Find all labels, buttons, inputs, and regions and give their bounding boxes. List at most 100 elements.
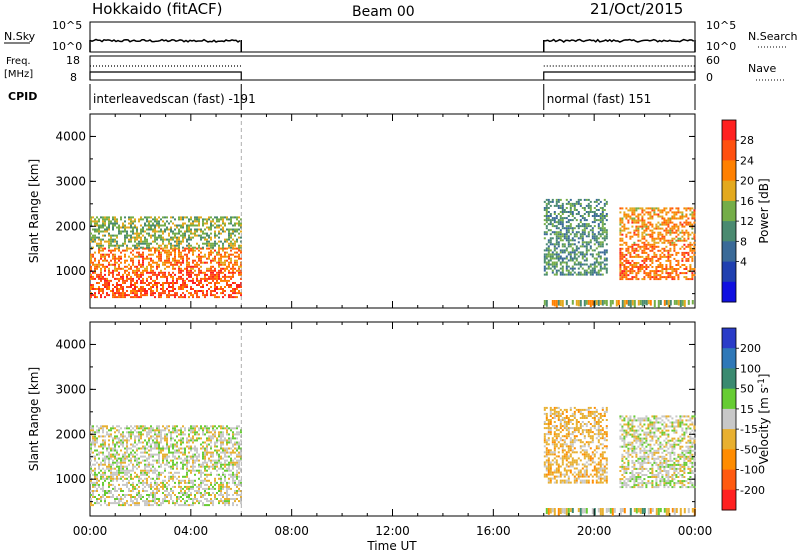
data-cell: [679, 248, 681, 250]
data-cell: [162, 286, 164, 288]
data-cell: [134, 290, 136, 292]
data-cell: [602, 221, 604, 223]
data-cell: [687, 278, 689, 280]
data-cell: [214, 278, 216, 280]
data-cell: [114, 431, 116, 433]
data-cell: [104, 494, 106, 496]
data-cell: [619, 232, 621, 234]
data-cell: [118, 439, 120, 441]
data-cell: [204, 452, 206, 454]
data-cell: [102, 448, 104, 450]
data-cell: [592, 272, 594, 274]
data-cell: [653, 232, 655, 234]
data-cell: [140, 292, 142, 294]
data-cell: [206, 444, 208, 446]
data-cell: [96, 268, 98, 270]
data-cell: [110, 454, 112, 456]
data-cell: [168, 492, 170, 494]
data-cell: [184, 427, 186, 429]
data-cell: [665, 211, 667, 213]
data-cell: [200, 262, 202, 264]
data-cell: [130, 227, 132, 229]
data-cell: [232, 460, 234, 462]
data-cell: [546, 225, 548, 227]
data-cell: [590, 209, 592, 211]
data-cell: [120, 245, 122, 247]
data-cell: [218, 262, 220, 264]
data-cell: [220, 433, 222, 435]
data-cell: [124, 474, 126, 476]
data-cell: [552, 199, 554, 201]
data-cell: [140, 272, 142, 274]
data-cell: [546, 209, 548, 211]
data-cell: [166, 464, 168, 466]
data-cell: [667, 211, 669, 213]
data-cell: [606, 251, 608, 253]
data-cell: [156, 286, 158, 288]
data-cell: [98, 292, 100, 294]
data-cell: [146, 218, 148, 220]
data-cell: [162, 482, 164, 484]
data-cell: [556, 270, 558, 272]
data-cell: [222, 276, 224, 278]
data-cell: [176, 239, 178, 241]
data-cell: [186, 241, 188, 243]
data-cell: [596, 266, 598, 268]
data-cell: [156, 437, 158, 439]
data-cell: [230, 294, 232, 296]
data-cell: [186, 227, 188, 229]
data-cell: [126, 446, 128, 448]
data-cell: [210, 227, 212, 229]
data-cell: [170, 245, 172, 247]
data-cell: [206, 427, 208, 429]
data-cell: [152, 260, 154, 262]
data-cell: [134, 245, 136, 247]
data-cell: [178, 448, 180, 450]
data-cell: [158, 460, 160, 462]
data-cell: [134, 284, 136, 286]
data-cell: [554, 274, 556, 276]
data-cell: [168, 235, 170, 237]
data-cell: [206, 241, 208, 243]
data-cell: [655, 238, 657, 240]
data-cell: [102, 482, 104, 484]
data-cell: [190, 425, 192, 427]
data-cell: [220, 476, 222, 478]
data-cell: [218, 494, 220, 496]
data-cell: [130, 458, 132, 460]
data-cell: [208, 288, 210, 290]
data-cell: [218, 237, 220, 239]
data-cell: [232, 444, 234, 446]
data-cell: [106, 433, 108, 435]
data-cell: [210, 239, 212, 241]
data-cell: [226, 425, 228, 427]
data-cell: [687, 218, 689, 220]
data-cell: [194, 466, 196, 468]
data-cell: [665, 276, 667, 278]
data-cell: [667, 224, 669, 226]
data-cell: [651, 244, 653, 246]
data-cell: [220, 446, 222, 448]
data-cell: [104, 470, 106, 472]
data-cell: [578, 247, 580, 249]
data-cell: [102, 220, 104, 222]
data-cell: [108, 268, 110, 270]
data-cell: [182, 216, 184, 218]
data-cell: [232, 270, 234, 272]
data-cell: [170, 276, 172, 278]
data-cell: [594, 219, 596, 221]
data-cell: [124, 270, 126, 272]
data-cell: [558, 243, 560, 245]
data-cell: [108, 444, 110, 446]
data-cell: [180, 254, 182, 256]
data-cell: [94, 431, 96, 433]
data-cell: [552, 264, 554, 266]
data-cell: [130, 223, 132, 225]
data-cell: [196, 264, 198, 266]
data-cell: [104, 439, 106, 441]
data-cell: [643, 226, 645, 228]
data-cell: [562, 205, 564, 207]
data-cell: [627, 246, 629, 248]
data-cell: [94, 460, 96, 462]
data-cell: [102, 292, 104, 294]
